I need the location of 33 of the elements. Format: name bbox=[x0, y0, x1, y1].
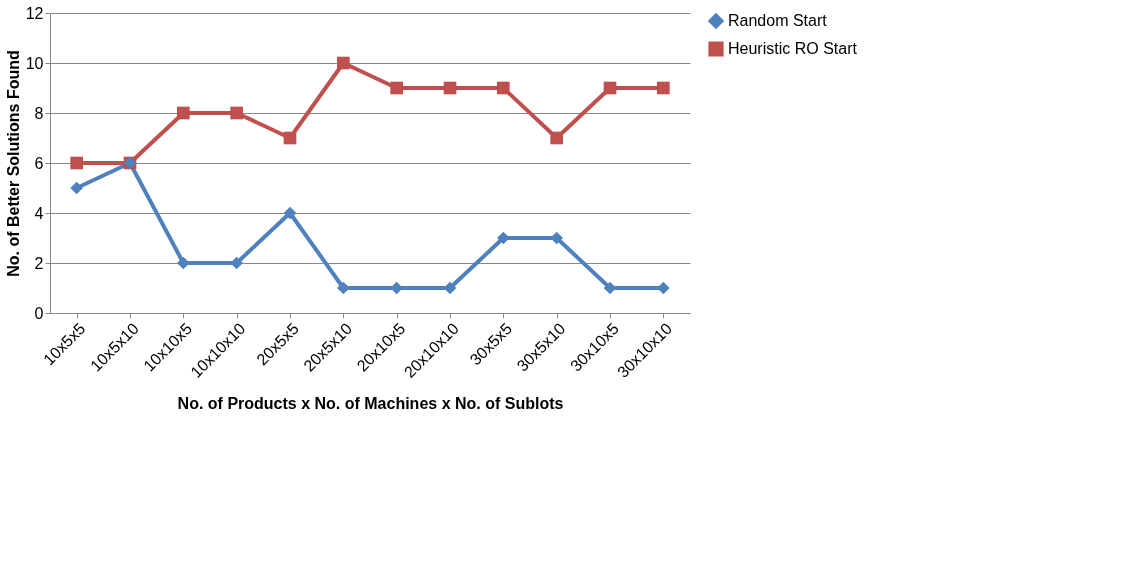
point bbox=[497, 231, 510, 245]
point bbox=[390, 81, 403, 95]
point bbox=[337, 281, 350, 295]
point bbox=[390, 281, 403, 295]
point bbox=[283, 206, 297, 220]
point bbox=[283, 131, 297, 145]
point bbox=[657, 281, 670, 295]
y-tick-label: 2 bbox=[34, 254, 44, 272]
x-axis-title: No. of Products x No. of Machines x No. of Sublots bbox=[177, 394, 564, 412]
y-tick-label: 12 bbox=[25, 4, 44, 22]
point bbox=[177, 256, 190, 270]
point bbox=[230, 106, 243, 120]
y-tick-label: 10 bbox=[25, 54, 44, 72]
point bbox=[497, 81, 510, 95]
y-tick-label: 4 bbox=[34, 204, 44, 222]
point bbox=[550, 231, 563, 245]
point bbox=[337, 56, 350, 70]
point bbox=[443, 81, 457, 95]
y-tick-label: 6 bbox=[34, 154, 44, 172]
y-tick-label: 0 bbox=[34, 304, 44, 322]
point bbox=[603, 81, 617, 95]
point bbox=[177, 106, 190, 120]
y-tick-label: 8 bbox=[34, 104, 44, 122]
legend-label: Random Start bbox=[728, 12, 828, 29]
point bbox=[70, 156, 83, 170]
point bbox=[657, 81, 670, 95]
y-axis-title: No. of Better Solutions Found bbox=[4, 50, 22, 277]
point bbox=[70, 181, 83, 195]
point bbox=[550, 131, 563, 145]
point bbox=[230, 256, 243, 270]
legend-label: Heuristic RO Start bbox=[728, 40, 858, 57]
point bbox=[443, 281, 457, 295]
point bbox=[603, 281, 617, 295]
